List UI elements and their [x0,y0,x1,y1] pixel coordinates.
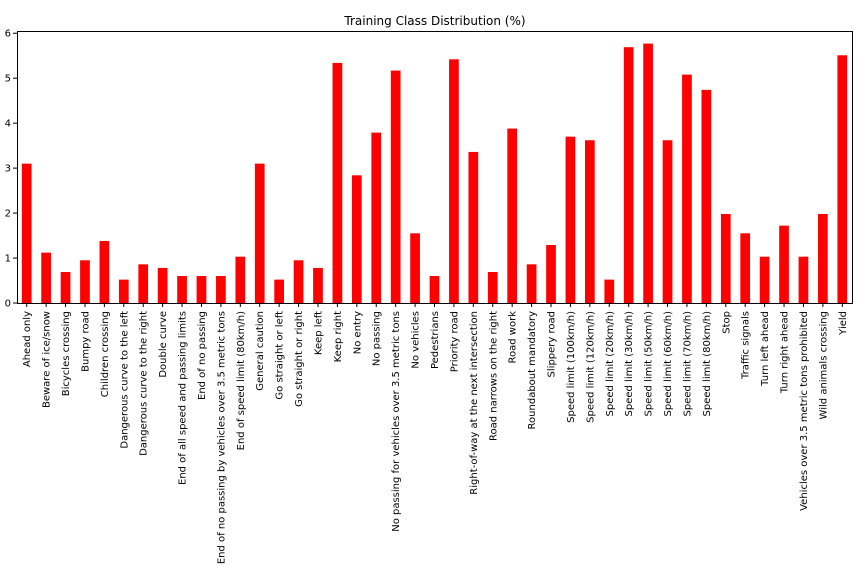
bar [80,260,90,303]
bar [21,163,32,303]
bar [449,59,459,303]
y-tick-label: 3 [5,164,11,175]
bar [371,132,382,303]
bar [41,252,51,303]
bar [216,276,226,303]
bar [390,70,401,304]
x-tick-label: No passing [372,311,383,366]
x-tick-label: Turn right ahead [780,311,791,394]
bar [293,260,304,303]
bar [662,140,673,303]
y-tick-label: 1 [5,254,11,265]
x-tick-label: Dangerous curve to the right [139,311,150,456]
x-tick-label: Speed limit (120km/h) [585,311,596,423]
x-tick-label: Dangerous curve to the left [119,311,130,449]
x-tick-label: Speed limit (100km/h) [566,311,577,423]
x-tick-label: Speed limit (50km/h) [644,311,655,417]
bar [546,245,556,303]
x-tick-label: Speed limit (30km/h) [624,311,635,417]
x-tick-label: Roundabout mandatory [527,311,538,430]
x-tick-label: Priority road [449,311,460,372]
bars-group [21,43,848,304]
bar [157,267,168,303]
bar [720,213,731,303]
bar [759,256,770,303]
x-tick-label: End of all speed and passing limits [178,311,189,485]
bar [138,264,149,303]
bar [274,279,285,303]
x-tick-label: Turn left ahead [760,311,771,387]
x-tick-label: Road work [508,311,519,364]
bar [623,47,634,304]
bar [351,175,362,303]
x-tick-label: Keep right [333,311,344,362]
x-tick-label: Vehicles over 3.5 metric tons prohibited [799,311,810,511]
bar [643,43,653,303]
x-tick-label: Road narrows on the right [488,311,499,441]
x-tick-label: End of speed limit (80km/h) [236,311,247,450]
bar [177,276,187,303]
bar [682,74,692,303]
x-tick-label: Speed limit (70km/h) [682,311,693,417]
bar [410,233,420,303]
bar [818,213,828,303]
x-tick-label: Traffic signals [741,311,752,380]
x-tick-label: Right-of-way at the next intersection [469,311,480,495]
x-tick-label: Speed limit (60km/h) [663,311,674,417]
x-tick-label: Ahead only [22,311,33,367]
y-tick-label: 2 [5,209,11,220]
bar [332,62,343,304]
x-axis: Ahead only Beware of ice/snow Bicycles cro… [22,303,849,564]
x-tick-label: Keep left [313,311,324,355]
x-tick-label: No vehicles [411,311,422,369]
y-tick-label: 0 [5,299,11,310]
x-tick-label: Bumpy road [80,311,91,372]
bar [565,136,576,303]
x-tick-label: Wild animals crossing [818,311,829,419]
bar [837,55,848,304]
x-tick-label: Go straight or left [275,311,286,400]
bar [99,240,110,303]
bar [740,233,751,303]
bar [701,89,712,303]
bar [429,276,440,303]
x-tick-label: End of no passing by vehicles over 3.5 m… [216,311,227,564]
x-tick-label: End of no passing [197,311,208,400]
x-tick-label: Go straight or right [294,311,305,407]
y-tick-label: 4 [5,119,11,130]
bar [507,128,518,303]
bar [584,140,595,303]
x-tick-label: Yield [838,311,849,336]
x-tick-label: Slippery road [547,311,558,377]
bar [604,279,615,303]
bar [526,264,537,303]
x-tick-label: Speed limit (20km/h) [605,311,616,417]
y-tick-label: 6 [5,29,11,40]
x-tick-label: Beware of ice/snow [42,311,53,408]
x-tick-label: Stop [721,311,732,334]
x-tick-label: General caution [255,311,266,391]
bar [313,267,323,303]
bar [468,151,479,303]
y-axis: 0 1 2 3 4 5 6 [5,29,17,310]
y-tick-label: 5 [5,74,11,85]
x-tick-label: Bicycles crossing [61,311,72,396]
bar [779,225,789,303]
chart-title: Training Class Distribution (%) [343,14,525,28]
x-tick-label: Speed limit (80km/h) [702,311,713,417]
bar [196,276,207,303]
bar [118,279,129,303]
x-tick-label: No entry [352,311,363,354]
x-tick-label: No passing for vehicles over 3.5 metric … [391,311,402,532]
bar [235,256,246,303]
bar [487,271,498,303]
bar [798,256,809,303]
x-tick-label: Double curve [158,311,169,378]
x-tick-label: Pedestrians [430,311,441,369]
x-tick-label: Children crossing [100,311,111,397]
bar [60,271,71,303]
bar [254,163,265,303]
